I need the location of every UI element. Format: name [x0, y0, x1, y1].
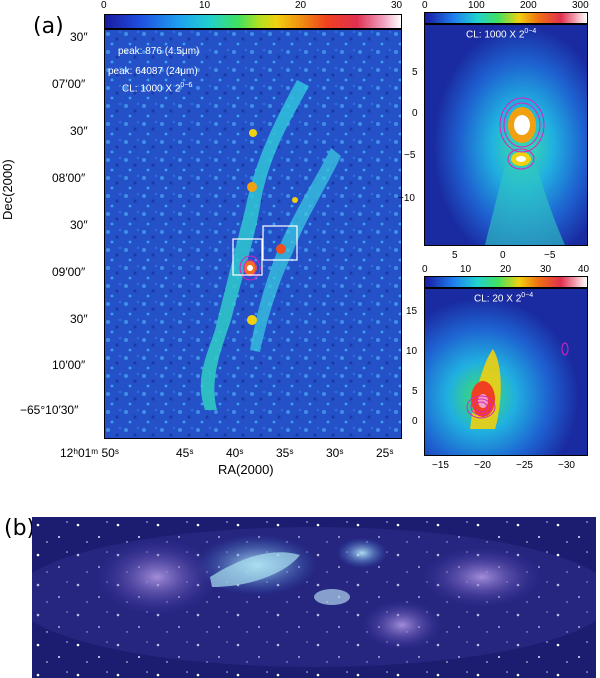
panel-b-label: (b): [4, 516, 36, 541]
y-tick: −65°10′30″: [20, 403, 79, 417]
inset-bottom-colorbar-tick: 20: [500, 264, 512, 275]
x-tick: 45ˢ: [176, 446, 194, 460]
inset-bottom-colorbar-tick: 40: [578, 264, 590, 275]
main-colorbar-tick-10: 10: [199, 0, 211, 11]
main-image-svg: [105, 30, 401, 438]
inset-bottom-colorbar-tick: 30: [540, 264, 552, 275]
inset-top-colorbar: [424, 12, 588, 24]
peak-24um-label: peak: 64087 (24μm): [108, 66, 198, 77]
inset-bottom-colorbar: [424, 276, 588, 288]
x-axis-title: RA(2000): [218, 462, 274, 477]
inset-bottom-colorbar-tick: 10: [460, 264, 472, 275]
x-tick: 40ˢ: [226, 446, 244, 460]
inset-bottom-image: [424, 288, 588, 456]
y-tick: 30″: [70, 218, 88, 232]
inset-bottom-colorbar-tick: 0: [422, 264, 428, 275]
main-colorbar-tick-30: 30: [391, 0, 403, 11]
inset-bottom-x-tick: −25: [516, 460, 533, 471]
inset-bottom-y-tick: 10: [406, 346, 418, 357]
y-tick: 07′00″: [52, 77, 86, 91]
inset-bottom-y-tick: 15: [406, 306, 418, 317]
inset-top-colorbar-tick: 300: [572, 0, 589, 11]
panel-a-label: (a): [33, 14, 64, 39]
main-image: [104, 29, 402, 439]
main-colorbar-tick-20: 20: [295, 0, 307, 11]
inset-top-cl-label: CL: 1000 X 20−4: [466, 28, 537, 41]
inset-bottom-x-tick: −30: [558, 460, 575, 471]
y-axis-title: Dec(2000): [0, 159, 15, 220]
y-tick: 10′00″: [52, 358, 86, 372]
x-tick: 35ˢ: [276, 446, 294, 460]
peak-4-5um-label: peak: 876 (4.5μm): [118, 46, 200, 57]
panel-b-image: [32, 517, 596, 678]
inset-top-y-tick: −10: [398, 193, 415, 204]
inset-bottom-x-tick: −20: [474, 460, 491, 471]
inset-top-y-tick: 0: [412, 108, 418, 119]
inset-top-y-tick: −5: [404, 150, 416, 161]
x-tick: 30ˢ: [326, 446, 344, 460]
y-tick: 30″: [70, 30, 88, 44]
inset-bottom-x-tick: −15: [432, 460, 449, 471]
inset-top-colorbar-tick: 200: [520, 0, 537, 11]
inset-bottom-y-tick: 5: [412, 386, 418, 397]
y-tick: 08′00″: [52, 171, 86, 185]
inset-top-y-tick: 5: [412, 67, 418, 78]
y-tick: 30″: [70, 124, 88, 138]
x-tick: 12ʰ01ᵐ 50ˢ: [60, 446, 119, 460]
main-colorbar-tick-0: 0: [101, 0, 107, 11]
inset-top-x-tick: −5: [544, 250, 556, 261]
inset-top-image: [424, 24, 588, 246]
inset-bottom-cl-label: CL: 20 X 20−4: [474, 292, 534, 305]
y-tick: 09′00″: [52, 265, 86, 279]
y-tick: 30″: [70, 312, 88, 326]
x-tick: 25ˢ: [376, 446, 394, 460]
inset-top-x-tick: 5: [452, 250, 458, 261]
contour-levels-label: CL: 1000 X 20−6: [122, 82, 193, 95]
inset-bottom-y-tick: 0: [412, 416, 418, 427]
main-colorbar: [104, 14, 402, 29]
inset-top-x-tick: 0: [500, 250, 506, 261]
inset-top-colorbar-tick: 100: [468, 0, 485, 11]
inset-top-colorbar-tick: 0: [422, 0, 428, 11]
